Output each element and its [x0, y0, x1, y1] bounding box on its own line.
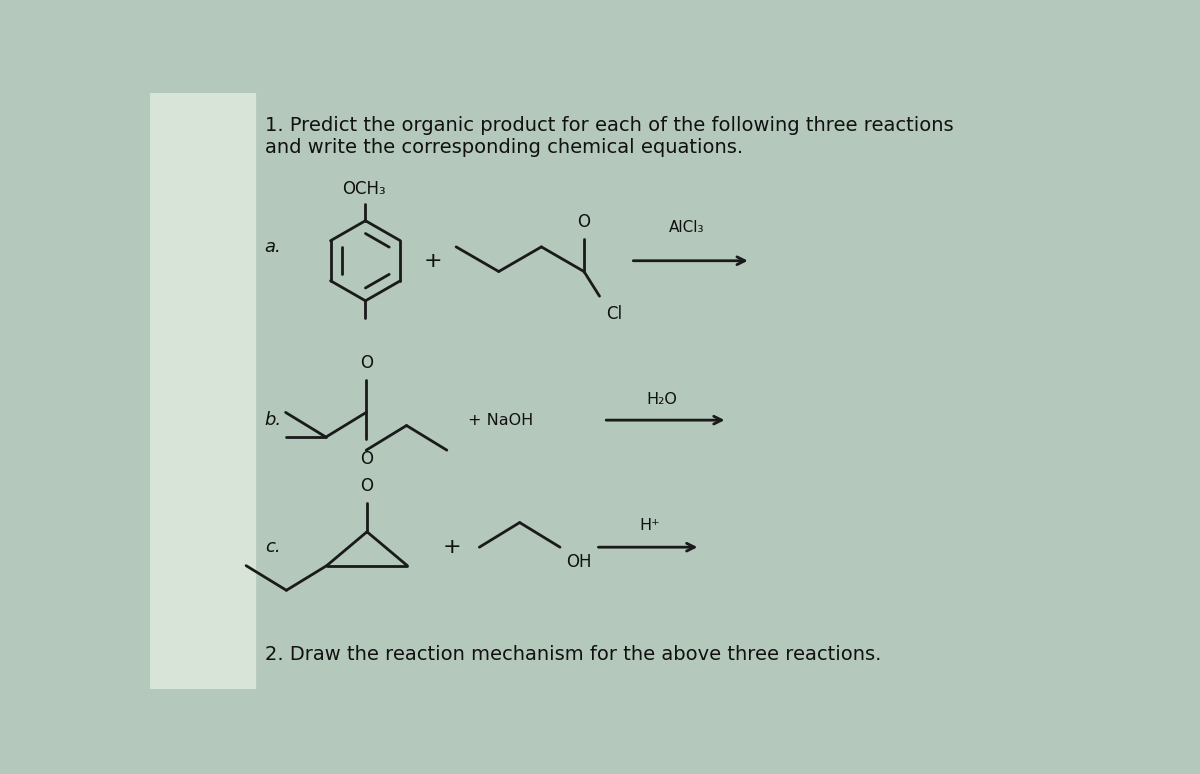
Text: H⁺: H⁺ [640, 519, 660, 533]
Text: Cl: Cl [606, 306, 622, 324]
Text: O: O [577, 214, 590, 231]
Text: H₂O: H₂O [646, 392, 677, 407]
Text: +: + [443, 537, 462, 557]
Text: O: O [360, 354, 373, 372]
Text: AlCl₃: AlCl₃ [670, 221, 704, 235]
Text: O: O [360, 450, 373, 468]
Text: b.: b. [265, 411, 282, 429]
Bar [150, 93, 254, 689]
Text: +: + [424, 251, 442, 271]
Text: 1. Predict the organic product for each of the following three reactions: 1. Predict the organic product for each … [265, 116, 953, 135]
Text: c.: c. [265, 538, 281, 557]
Text: and write the corresponding chemical equations.: and write the corresponding chemical equ… [265, 138, 743, 156]
Text: a.: a. [265, 238, 282, 256]
Text: OCH₃: OCH₃ [342, 180, 385, 197]
Text: 2. Draw the reaction mechanism for the above three reactions.: 2. Draw the reaction mechanism for the a… [265, 646, 881, 664]
Text: + NaOH: + NaOH [468, 413, 533, 427]
Text: O: O [360, 477, 373, 495]
Text: OH: OH [566, 553, 592, 571]
